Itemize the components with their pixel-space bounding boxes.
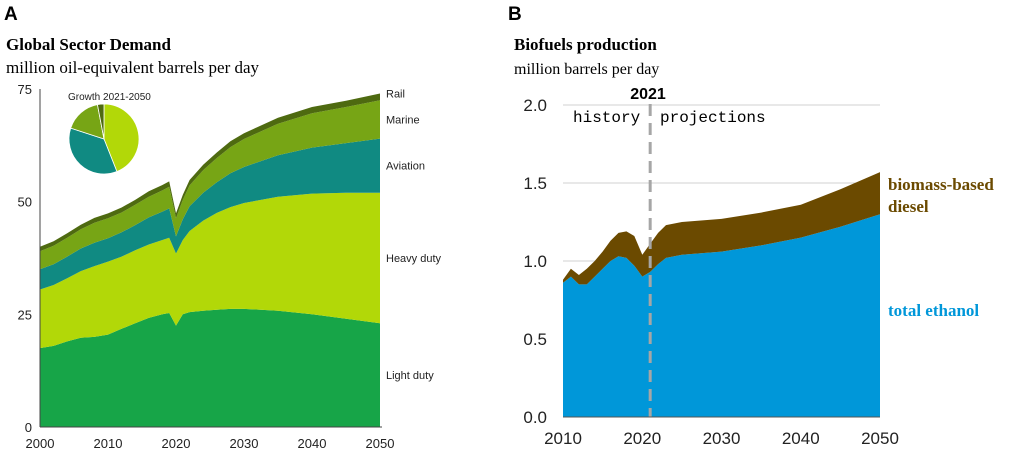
- panel-b-diesel-label-line1: biomass-based: [888, 175, 994, 194]
- y-tick-label: 0: [25, 420, 32, 435]
- y-tick-label: 25: [18, 307, 32, 322]
- panel-b-diesel-label-line2: diesel: [888, 197, 929, 216]
- pie-slice-rail: [96, 103, 105, 140]
- series-label-aviation: Aviation: [386, 161, 425, 173]
- panel-b-title: Biofuels production: [514, 35, 657, 54]
- panel-a-inset-pie: [68, 103, 140, 175]
- area-aviation: [40, 138, 380, 290]
- series-label-marine: Marine: [386, 114, 420, 126]
- x-tick-label: 2040: [782, 429, 820, 448]
- area-heavy-duty: [40, 192, 380, 349]
- panel-b-history-label: history: [573, 109, 641, 127]
- area-biomass-based-diesel: [563, 172, 880, 285]
- area-total-ethanol: [563, 214, 880, 417]
- panel-b-plot: 0.0 0.5 1.0 1.5 2.0 2010 2020 2030 2040 2050: [523, 96, 899, 448]
- series-label-light-duty: Light duty: [386, 370, 434, 382]
- x-tick-label: 2020: [162, 436, 191, 451]
- x-tick-label: 2040: [298, 436, 327, 451]
- panel-a-letter: A: [4, 4, 18, 25]
- area-marine: [40, 100, 380, 270]
- panel-a-title: Global Sector Demand: [6, 35, 172, 54]
- panel-a-subtitle: million oil-equivalent barrels per day: [6, 58, 260, 77]
- pie-slice-heavy-duty: [103, 103, 140, 173]
- x-tick-label: 2050: [366, 436, 395, 451]
- y-tick-label: 50: [18, 195, 32, 210]
- panel-b-letter: B: [508, 4, 522, 25]
- panel-b-ethanol-label: total ethanol: [888, 301, 979, 320]
- y-tick-label: 2.0: [523, 96, 547, 115]
- y-tick-label: 0.5: [523, 330, 547, 349]
- panel-a: A Global Sector Demand million oil-equiv…: [4, 4, 442, 451]
- x-tick-label: 2030: [230, 436, 259, 451]
- x-tick-label: 2010: [544, 429, 582, 448]
- panel-a-plot: 0 25 50 75 2000 2010 2020 2030 2040 2050 Light dut…: [18, 82, 442, 451]
- y-tick-label: 1.5: [523, 174, 547, 193]
- y-tick-label: 75: [18, 82, 32, 97]
- x-tick-label: 2020: [623, 429, 661, 448]
- series-label-rail: Rail: [386, 89, 405, 101]
- panel-b-projections-label: projections: [660, 109, 766, 127]
- area-light-duty: [40, 308, 380, 427]
- x-tick-label: 2030: [703, 429, 741, 448]
- y-tick-label: 0.0: [523, 408, 547, 427]
- panel-a-inset-label: Growth 2021-2050: [68, 92, 151, 103]
- pie-slice-aviation: [68, 127, 118, 175]
- y-tick-label: 1.0: [523, 252, 547, 271]
- panel-b: B Biofuels production million barrels pe…: [508, 4, 994, 448]
- x-tick-label: 2010: [94, 436, 123, 451]
- x-tick-label: 2000: [26, 436, 55, 451]
- panel-b-subtitle: million barrels per day: [514, 61, 659, 78]
- series-label-heavy-duty: Heavy duty: [386, 253, 442, 265]
- x-tick-label: 2050: [861, 429, 899, 448]
- panel-b-divider-year: 2021: [630, 86, 666, 103]
